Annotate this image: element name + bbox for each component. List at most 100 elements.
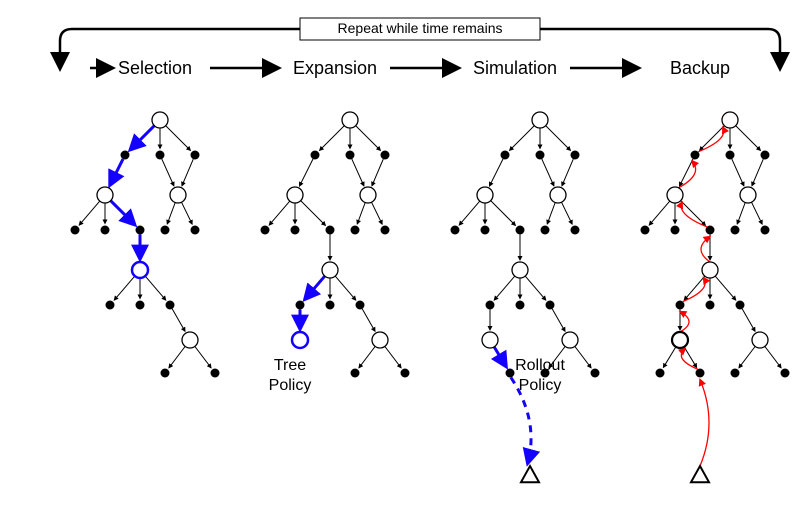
edge [752,159,763,186]
edge [459,201,480,225]
black-node [641,226,650,235]
edge [552,309,565,331]
edge [546,126,571,151]
edge [114,276,135,300]
edge [494,276,515,300]
edge [172,309,185,331]
black-node [536,151,545,160]
edge [305,276,325,299]
black-node [401,369,410,378]
edge [542,159,554,186]
white-node [482,332,498,348]
white-node [477,187,493,203]
black-node [161,226,170,235]
edge [356,126,381,151]
edge [575,346,591,367]
edge [649,201,670,225]
black-node [71,226,80,235]
panel-backup [641,112,790,482]
terminal-node [521,466,539,482]
caption: Tree [274,357,306,374]
edge [737,202,745,223]
edge [385,346,401,367]
white-node [752,332,768,348]
edge [269,201,290,225]
black-node [481,226,490,235]
edge [679,159,693,186]
black-node [696,369,705,378]
black-node [136,301,145,310]
edge [162,159,174,186]
white-node [322,262,338,278]
stage-label-selection: Selection [118,58,192,78]
white-node [532,112,548,128]
black-node [451,226,460,235]
edge [79,201,100,225]
white-node [667,187,683,203]
black-node [691,151,700,160]
black-node [381,151,390,160]
edge [130,126,154,150]
white-node [152,112,168,128]
black-node [106,301,115,310]
edge [489,159,503,186]
black-node [136,226,145,235]
edge [715,276,736,300]
white-node [372,332,388,348]
black-node [346,151,355,160]
black-node [591,369,600,378]
black-node [326,226,335,235]
repeat-box-label: Repeat while time remains [338,20,503,36]
black-node [516,226,525,235]
edge [299,159,313,186]
black-node [351,226,360,235]
mcts-diagram: Repeat while time remainsSelectionExpans… [0,0,810,512]
black-node [671,226,680,235]
white-node [342,112,358,128]
caption: Policy [519,377,562,394]
white-node [170,187,186,203]
edge [182,159,193,186]
white-node [182,332,198,348]
black-node [101,226,110,235]
edge [765,346,781,367]
black-node [486,301,495,310]
edge [362,309,375,331]
backup-edge [680,312,689,333]
edge [110,159,123,185]
black-node [676,301,685,310]
black-node [571,151,580,160]
black-node [541,226,550,235]
black-node [706,226,715,235]
edge [357,202,365,223]
black-node [781,369,790,378]
edge [494,347,506,367]
edge [491,201,516,226]
black-node [516,301,525,310]
black-node [761,151,770,160]
white-node [550,187,566,203]
backup-edge [701,237,710,263]
black-node [211,369,220,378]
edge [145,276,166,300]
white-node [360,187,376,203]
edge [371,202,382,224]
white-node [132,262,148,278]
edge [166,126,191,151]
black-node [706,301,715,310]
edge [335,276,356,300]
white-node [672,332,688,348]
edge [111,201,135,225]
black-node [261,226,270,235]
edge [181,202,192,224]
black-node [571,226,580,235]
black-node [326,301,335,310]
black-node [736,301,745,310]
edge [684,347,696,368]
caption: Rollout [515,357,565,374]
edge [742,309,755,331]
black-node [191,151,200,160]
white-node [722,112,738,128]
edge [739,346,755,367]
black-node [351,369,360,378]
